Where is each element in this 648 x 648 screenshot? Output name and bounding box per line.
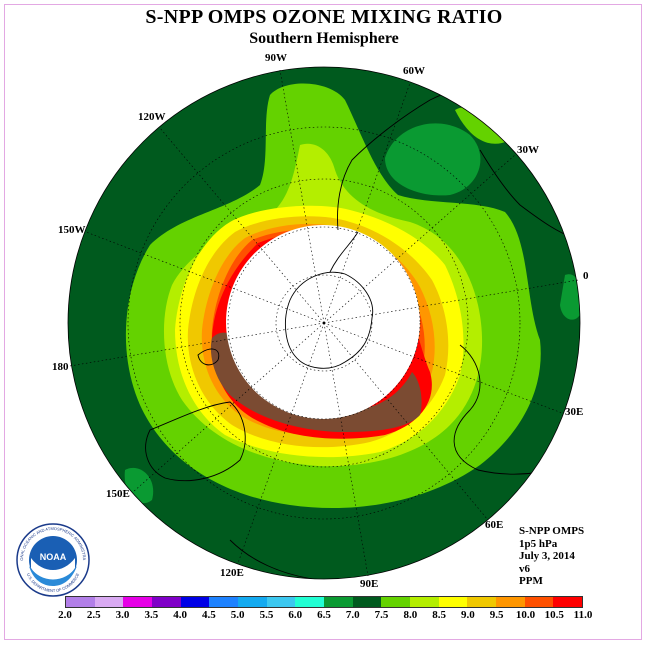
colorbar-tick-label: 6.5	[317, 609, 331, 621]
page-subtitle: Southern Hemisphere	[249, 30, 399, 47]
colorbar-segment	[524, 597, 554, 607]
lon-label-120w: 120W	[138, 111, 166, 123]
colorbar-tick-label: 5.0	[230, 609, 245, 621]
colorbar-segment	[496, 597, 525, 607]
product-info: S-NPP OMPS 1p5 hPa July 3, 2014 v6 PPM	[519, 525, 584, 588]
colorbar-tick-label: 5.5	[259, 609, 274, 621]
lon-label-60w: 60W	[403, 65, 425, 77]
colorbar-tick-label: 4.5	[202, 609, 216, 621]
info-line-version: v6	[519, 562, 530, 575]
colorbar-tick-label: 8.0	[403, 609, 418, 621]
colorbar-segment	[438, 597, 468, 607]
colorbar-tick-label: 9.0	[461, 609, 475, 621]
lon-label-30e: 30E	[565, 406, 583, 418]
figure-border	[4, 4, 642, 640]
info-line-pressure: 1p5 hPa	[519, 537, 558, 550]
lon-label-90w: 90W	[265, 52, 287, 64]
lon-label-180: 180	[52, 361, 69, 373]
map-boundary	[67, 66, 581, 580]
svg-text:NOAA: NOAA	[40, 552, 67, 562]
colorbar	[65, 596, 583, 608]
colorbar-segment	[209, 597, 239, 607]
colorbar-segment	[180, 597, 210, 607]
colorbar-tick-label: 11.0	[573, 609, 593, 621]
longitude-labels: 90W 60W 30W 0 30E 60E 90E 120E 150E 180 …	[52, 52, 589, 590]
ozone-field	[68, 67, 580, 579]
info-line-units: PPM	[519, 575, 543, 588]
colorbar-segment	[553, 597, 583, 607]
colorbar-tick-label: 6.0	[288, 609, 303, 621]
colorbar-tick-label: 9.5	[489, 609, 504, 621]
lon-label-90e: 90E	[360, 578, 378, 590]
info-line-instrument: S-NPP OMPS	[519, 525, 585, 537]
lon-label-150w: 150W	[58, 224, 86, 236]
colorbar-tick-label: 4.0	[173, 609, 187, 621]
noaa-logo-icon: NOAA NATIONAL OCEANIC AND ATMOSPHERIC AD…	[15, 522, 90, 597]
colorbar-tick-label: 3.0	[115, 609, 130, 621]
lon-label-0: 0	[583, 270, 589, 282]
colorbar-segment	[66, 597, 95, 607]
colorbar-tick-label: 10.0	[515, 609, 536, 621]
page-title: S-NPP OMPS OZONE MIXING RATIO	[145, 6, 503, 28]
colorbar-segment	[238, 597, 267, 607]
colorbar-segment	[324, 597, 353, 607]
colorbar-segment	[266, 597, 296, 607]
colorbar-tick-label: 7.0	[345, 609, 360, 621]
lon-label-60e: 60E	[485, 519, 503, 531]
lon-label-120e: 120E	[220, 567, 244, 579]
colorbar-segment	[123, 597, 153, 607]
colorbar-tick-label: 10.5	[544, 609, 564, 621]
colorbar-tick-label: 8.5	[432, 609, 446, 621]
colorbar-segment	[410, 597, 439, 607]
colorbar-tick-labels: 2.0 2.5 3.0 3.5 4.0 4.5 5.0 5.5 6.0 6.5 7.0 7.5 8.0 8…	[0, 609, 648, 623]
colorbar-segment	[295, 597, 325, 607]
latitude-circles	[127, 126, 521, 520]
colorbar-tick-label: 2.0	[58, 609, 72, 621]
colorbar-tick-label: 3.5	[144, 609, 159, 621]
info-line-date: July 3, 2014	[519, 550, 575, 563]
colorbar-segment	[381, 597, 411, 607]
lon-label-30w: 30W	[517, 144, 539, 156]
colorbar-tick-label: 7.5	[374, 609, 389, 621]
colorbar-segment	[352, 597, 382, 607]
meridians	[69, 69, 579, 577]
colorbar-tick-label: 2.5	[86, 609, 101, 621]
lon-label-150e: 150E	[106, 488, 130, 500]
colorbar-segment	[152, 597, 181, 607]
colorbar-segment	[94, 597, 124, 607]
colorbar-segment	[467, 597, 497, 607]
